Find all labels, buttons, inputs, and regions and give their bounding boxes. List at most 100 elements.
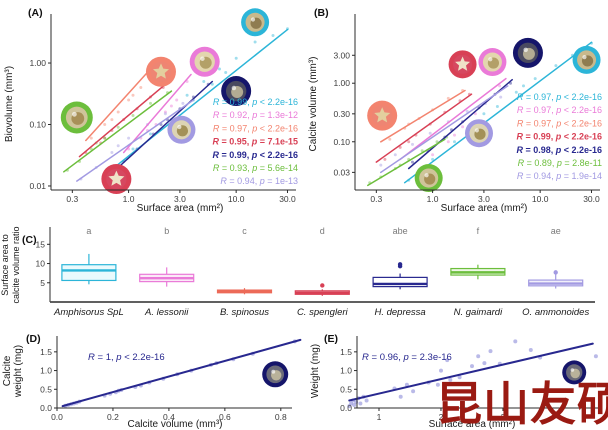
species-label: Amphisorus SpL (53, 307, 124, 318)
data-point (514, 90, 518, 94)
data-point (393, 153, 397, 157)
data-point (476, 354, 481, 359)
data-point (453, 140, 456, 144)
y-tick-label: 3.00 (333, 50, 350, 60)
x-tick-label: 30.0 (279, 194, 296, 204)
data-point (528, 348, 533, 352)
stat-text: R = 1, p < 2.2e-16 (88, 352, 165, 363)
data-point (253, 40, 257, 44)
data-point (127, 136, 131, 140)
data-point (398, 145, 402, 149)
regression-line (76, 99, 195, 182)
outlier-point (553, 270, 558, 275)
data-point (383, 157, 387, 161)
y-tick-label: 1.0 (40, 366, 52, 376)
stat-text: R = 0.97, p < 2.2e-16 (213, 123, 298, 133)
y-tick-label: 0.03 (333, 167, 350, 177)
data-point (218, 67, 221, 71)
data-point (358, 401, 363, 406)
data-point (435, 140, 439, 144)
data-point (431, 157, 435, 161)
regression-line (367, 138, 446, 187)
regression-line (399, 77, 507, 161)
x-tick-label: 3 (501, 412, 506, 422)
data-point (116, 110, 120, 114)
data-point (533, 77, 537, 81)
data-point (431, 153, 435, 157)
data-point (388, 137, 392, 141)
panel-label: (E) (324, 333, 338, 345)
species-label: H. depressa (374, 307, 425, 318)
stat-text: R = 0.92, p = 1.3e-12 (213, 110, 298, 120)
data-point (103, 136, 107, 140)
y-axis-title: Calcite (2, 355, 13, 386)
data-point (202, 80, 206, 83)
species-label: C. spengleri (297, 307, 349, 318)
panel-label: (C) (22, 234, 37, 246)
plot-area-B (367, 37, 601, 193)
y-tick-label: 15 (36, 239, 46, 249)
data-point (428, 131, 432, 135)
panel-d-calcite-weight-vs-volume-chart: 0.0 0.2 0.4 0.6 0.8 0.0 0.5 1.0 1.5 Calcite volum… (2, 333, 302, 430)
data-point (498, 84, 502, 88)
x-tick-label: 0.4 (163, 412, 175, 422)
significance-letter: c (242, 226, 247, 236)
stat-text: R = 0.99, p < 2.2e-16 (213, 97, 298, 107)
y-tick-label: 0.10 (29, 119, 46, 129)
x-tick-label: 2 (439, 412, 444, 422)
x-tick-label: 0.2 (107, 412, 119, 422)
data-point (234, 56, 238, 60)
stat-text: R = 0.89, p = 2.8e-11 (518, 158, 602, 168)
data-point (131, 147, 135, 151)
significance-letter: f (477, 226, 480, 236)
box-N. gaimardi (450, 264, 506, 280)
data-point (488, 349, 493, 354)
stat-text: R = 0.96, p = 2.3e-16 (362, 352, 452, 363)
box-B. spinosus (216, 288, 273, 295)
data-point (411, 142, 414, 146)
regression-line (78, 83, 167, 158)
data-point (461, 125, 465, 129)
data-point (554, 64, 558, 68)
species-label: O. ammonoides (522, 307, 589, 318)
stat-text: R = 0.99, p < 2.2e-16 (516, 132, 602, 142)
box-O. ammonoides (528, 270, 584, 289)
y-axis-title: Surface area to (0, 234, 10, 296)
x-tick-label: 30.0 (583, 194, 600, 204)
stat-text: R = 0.97, p < 2.2e-16 (517, 118, 602, 128)
data-point (163, 112, 167, 116)
regression-line (403, 41, 593, 184)
watermark-text: 昆山友硕 (436, 377, 608, 430)
data-point (181, 101, 185, 105)
data-point (445, 358, 450, 363)
y-tick-label: 10 (36, 259, 46, 269)
data-point (116, 144, 120, 148)
data-point (149, 132, 152, 136)
y-tick-label: 5 (40, 278, 45, 288)
y-tick-label: 0.5 (40, 384, 52, 394)
significance-letter: abe (393, 226, 408, 236)
panel-b-calcite-volume-vs-surface-area-chart: 0.3 1.0 3.0 10.0 30.0 0.03 0.10 0.30 1.00 3.00 Sur… (308, 7, 602, 214)
data-point (364, 398, 369, 403)
y-tick-label: 0.0 (340, 403, 352, 413)
data-point (352, 403, 357, 407)
panel-label: (A) (28, 7, 43, 19)
stat-text: R = 0.93, p = 5.6e-14 (213, 163, 298, 173)
x-tick-label: 0.3 (66, 194, 78, 204)
regression-line (375, 93, 473, 163)
data-point (89, 136, 93, 140)
regression-line (122, 73, 192, 154)
regression-line (348, 342, 594, 402)
regression-line (63, 90, 173, 173)
y-tick-label: 0.10 (333, 137, 350, 147)
box-C. spengleri (294, 283, 350, 296)
x-tick-label: 10.0 (228, 194, 245, 204)
data-point (139, 86, 143, 89)
plot-area-D (61, 338, 302, 408)
data-point (522, 84, 525, 88)
data-point (499, 95, 503, 99)
data-point (110, 118, 114, 122)
data-point (127, 98, 131, 102)
data-point (446, 96, 450, 100)
regression-line (117, 80, 214, 169)
